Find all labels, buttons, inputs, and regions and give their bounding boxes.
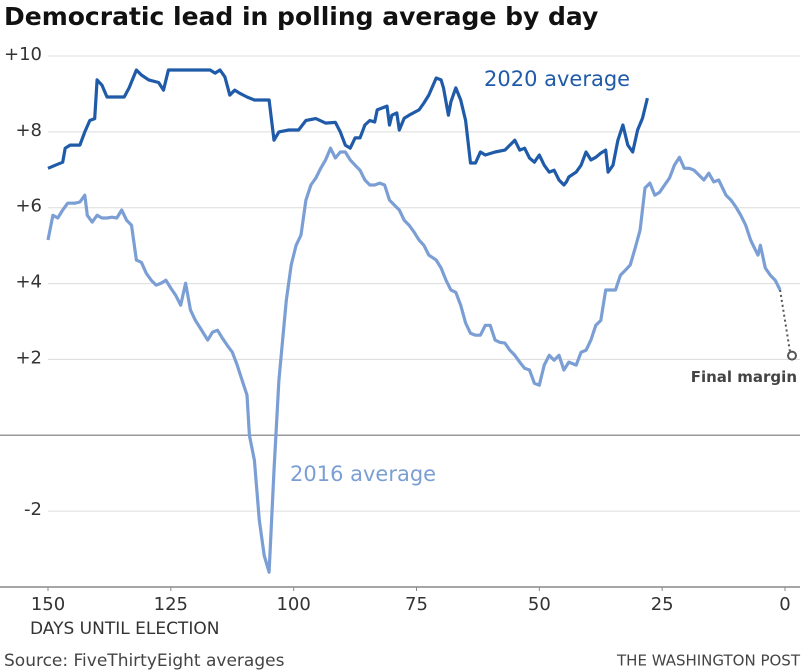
y-tick-label: +2 — [15, 347, 42, 368]
x-tick-label: 125 — [154, 594, 188, 615]
final-margin-connector — [779, 289, 791, 352]
x-tick-label: 75 — [405, 594, 428, 615]
chart-title: Democratic lead in polling average by da… — [4, 2, 598, 31]
y-tick-label: +8 — [15, 120, 42, 141]
series-line — [47, 68, 649, 187]
x-tick-label: 0 — [779, 594, 790, 615]
x-tick-label: 50 — [528, 594, 551, 615]
y-tick-label: +6 — [15, 196, 42, 217]
final-margin-label: Final margin — [691, 368, 797, 386]
credit: THE WASHINGTON POST — [616, 652, 801, 670]
y-tick-label: -2 — [24, 499, 42, 520]
x-tick-label: 100 — [276, 594, 310, 615]
source: Source: FiveThirtyEight averages — [4, 651, 285, 671]
series-label: 2016 average — [290, 462, 436, 486]
x-axis-label: DAYS UNTIL ELECTION — [30, 619, 219, 639]
series-line — [46, 146, 782, 574]
x-tick-label: 25 — [651, 594, 674, 615]
final-margin-point — [787, 350, 797, 361]
y-tick-label: +10 — [4, 44, 42, 65]
x-tick-label: 150 — [31, 594, 65, 615]
series-label: 2020 average — [484, 67, 630, 91]
y-tick-label: +4 — [15, 272, 42, 293]
